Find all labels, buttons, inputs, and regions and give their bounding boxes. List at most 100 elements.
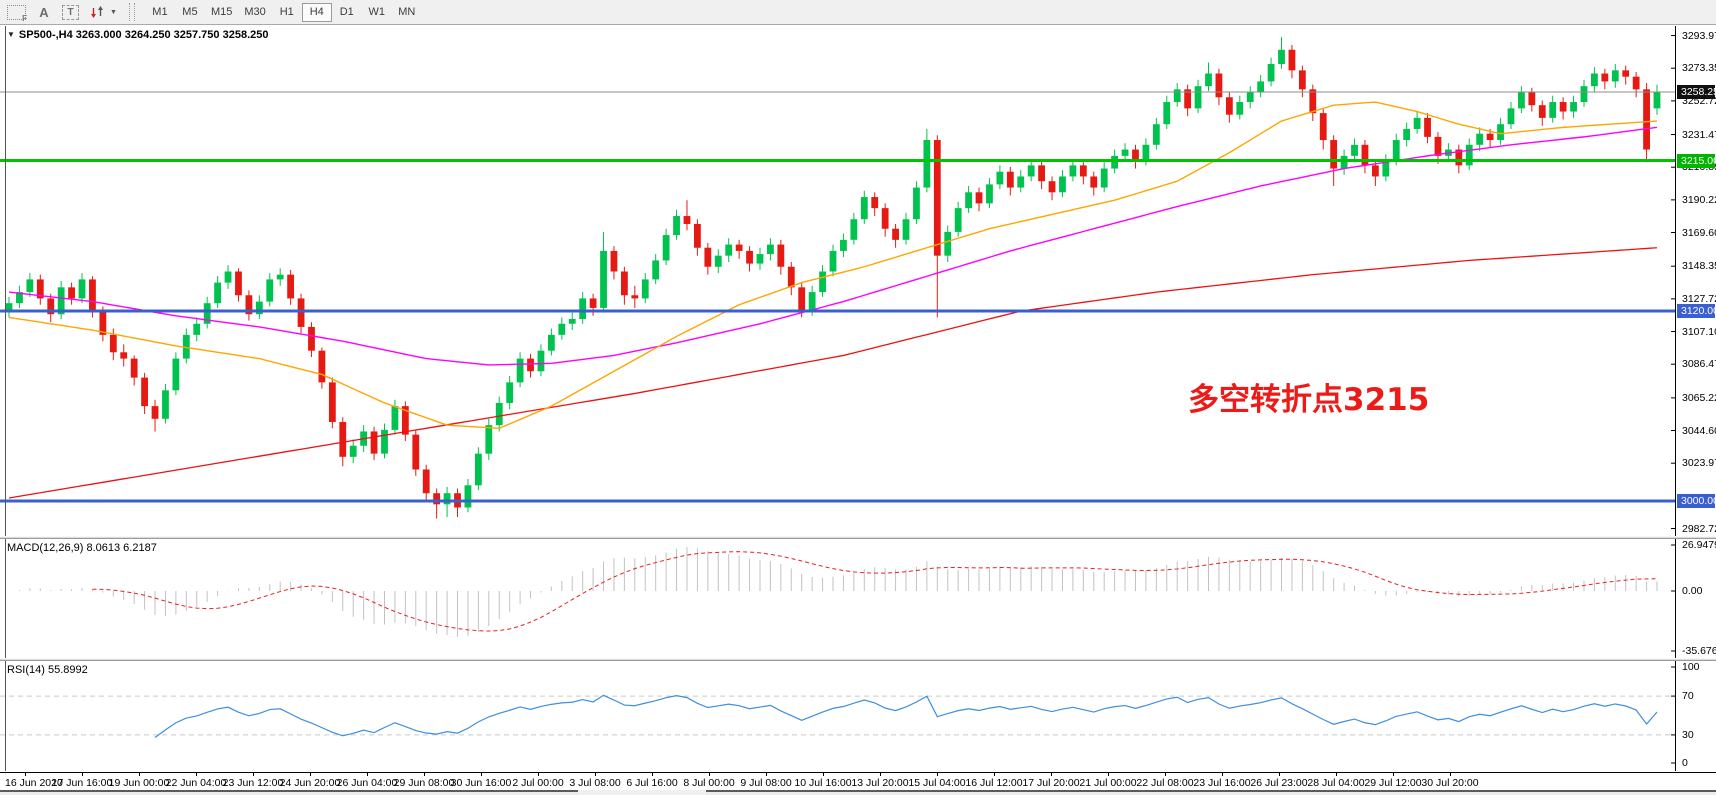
timeframe-button-m5[interactable]: M5	[175, 3, 205, 22]
text-a-icon[interactable]: A	[39, 4, 49, 20]
rsi-axis: 100 70 30 0	[1677, 661, 1716, 771]
time-tick	[538, 773, 539, 776]
price-axis-label: 3293.97	[1682, 29, 1716, 42]
macd-plot[interactable]	[0, 539, 1676, 658]
timeframe-button-d1[interactable]: D1	[332, 3, 362, 22]
price-axis-label: 3044.60	[1682, 424, 1716, 437]
bottom-window-edge	[0, 790, 1716, 795]
time-axis-label: 13 Jul 20:00	[851, 777, 909, 789]
time-tick	[1051, 773, 1052, 776]
price-axis-label: 3231.47	[1682, 128, 1716, 141]
time-tick	[823, 773, 824, 776]
timeframe-button-m30[interactable]: M30	[238, 3, 271, 22]
window-edge-segment	[706, 790, 1716, 795]
time-tick	[595, 773, 596, 776]
rsi-plot[interactable]	[0, 661, 1676, 771]
time-axis-label: 17 Jul 20:00	[1022, 777, 1080, 789]
macd-axis-label: 26.9479	[1682, 539, 1716, 551]
price-axis-label: 3065.22	[1682, 391, 1716, 404]
time-tick	[766, 773, 767, 776]
rsi-line	[154, 694, 1658, 738]
time-axis-label: 2 Jul 00:00	[512, 777, 564, 789]
toolbar: F A T ▼ M1 M5 M15 M30 H1 H4 D1 W1 MN	[0, 0, 1716, 25]
time-tick	[709, 773, 710, 776]
time-tick	[367, 773, 368, 776]
macd-axis-label: -35.6762	[1682, 645, 1716, 657]
price-axis-label: 3273.35	[1682, 62, 1716, 75]
price-axis-label: 3086.47	[1682, 358, 1716, 371]
price-badge-3120.00: 3120.00	[1677, 304, 1716, 319]
time-tick	[937, 773, 938, 776]
time-axis-label: 24 Jun 20:00	[279, 777, 341, 789]
time-tick	[139, 773, 140, 776]
macd-signal-line	[92, 551, 1658, 632]
rsi-axis-label: 30	[1682, 728, 1694, 741]
collapse-triangle-icon[interactable]: ▼	[7, 30, 15, 39]
fibonacci-icon[interactable]: F	[7, 4, 27, 23]
price-chart-panel[interactable]: ▼ SP500-,H4 3263.000 3264.250 3257.750 32…	[0, 26, 1716, 536]
time-axis-label: 22 Jul 08:00	[1136, 777, 1194, 789]
time-tick	[1279, 773, 1280, 776]
text-label-icon[interactable]: T	[62, 4, 79, 20]
time-axis-label: 8 Jul 00:00	[683, 777, 735, 789]
time-tick	[1108, 773, 1109, 776]
time-axis-label: 10 Jul 16:00	[794, 777, 852, 789]
panel-splitter[interactable]	[0, 658, 1716, 661]
window-edge-segment	[0, 790, 578, 795]
macd-panel[interactable]: MACD(12,26,9) 8.0613 6.2187 26.9479 0.00 -…	[0, 539, 1716, 658]
time-tick	[25, 773, 26, 776]
time-tick	[481, 773, 482, 776]
time-tick	[1165, 773, 1166, 776]
panel-splitter[interactable]	[0, 536, 1716, 539]
price-axis-label: 3107.10	[1682, 325, 1716, 338]
timeframe-button-group: M1 M5 M15 M30 H1 H4 D1 W1 MN	[145, 2, 422, 22]
macd-label: MACD(12,26,9) 8.0613 6.2187	[7, 542, 157, 554]
ma-red	[8, 247, 1658, 499]
chart-symbol-header: ▼ SP500-,H4 3263.000 3264.250 3257.750 32…	[7, 29, 268, 41]
toolbar-grip[interactable]	[128, 3, 135, 21]
rsi-axis-label: 0	[1682, 757, 1688, 769]
price-axis: 3293.973273.353252.723231.473210.853190.…	[1677, 26, 1716, 536]
time-axis-label: 15 Jul 04:00	[908, 777, 966, 789]
time-axis-label: 19 Jun 00:00	[108, 777, 170, 789]
arrows-dropdown-caret-icon[interactable]: ▼	[110, 8, 117, 16]
time-axis-label: 26 Jun 04:00	[336, 777, 398, 789]
timeframe-button-h4[interactable]: H4	[301, 2, 332, 22]
price-badge-3215.00: 3215.00	[1677, 153, 1716, 168]
time-axis-label: 26 Jul 23:00	[1250, 777, 1308, 789]
price-axis-label: 3148.35	[1682, 260, 1716, 273]
time-axis-label: 23 Jun 12:00	[222, 777, 284, 789]
timeframe-button-m1[interactable]: M1	[145, 3, 175, 22]
time-axis-label: 6 Jul 16:00	[626, 777, 678, 789]
price-badge-3000.00: 3000.00	[1677, 494, 1716, 509]
time-axis-label: 29 Jun 08:00	[393, 777, 455, 789]
time-axis-label: 29 Jul 12:00	[1364, 777, 1422, 789]
rsi-label: RSI(14) 55.8992	[7, 664, 88, 676]
timeframe-button-m15[interactable]: M15	[205, 3, 238, 22]
time-tick	[1450, 773, 1451, 776]
macd-axis-label: 0.00	[1682, 585, 1703, 597]
rsi-axis-label: 70	[1682, 690, 1694, 703]
macd-axis: 26.9479 0.00 -35.6762	[1677, 539, 1716, 658]
time-axis-label: 22 Jun 04:00	[165, 777, 227, 789]
arrows-icon-glyph	[91, 6, 103, 18]
time-axis: 16 Jun 2020 17 Jun 16:00 19 Jun 00:00 22 Ju…	[0, 772, 1716, 791]
time-tick	[424, 773, 425, 776]
candlestick-plot[interactable]	[0, 26, 1676, 536]
timeframe-button-w1[interactable]: W1	[362, 3, 392, 22]
time-axis-label: 9 Jul 08:00	[740, 777, 792, 789]
rsi-panel[interactable]: RSI(14) 55.8992 100 70 30 0	[0, 661, 1716, 771]
timeframe-button-h1[interactable]: H1	[272, 3, 302, 22]
time-tick	[253, 773, 254, 776]
time-axis-label: 21 Jul 00:00	[1079, 777, 1137, 789]
price-axis-label: 3023.97	[1682, 457, 1716, 470]
arrows-icon[interactable]	[86, 3, 108, 22]
time-axis-label: 30 Jun 16:00	[450, 777, 512, 789]
timeframe-button-mn[interactable]: MN	[392, 3, 422, 22]
time-axis-label: 16 Jul 12:00	[965, 777, 1023, 789]
time-axis-label: 17 Jun 16:00	[51, 777, 113, 789]
chart-annotation-text: 多空转折点3215	[1188, 382, 1430, 418]
ma-magenta	[8, 126, 1658, 366]
price-axis-label: 3127.72	[1682, 292, 1716, 305]
